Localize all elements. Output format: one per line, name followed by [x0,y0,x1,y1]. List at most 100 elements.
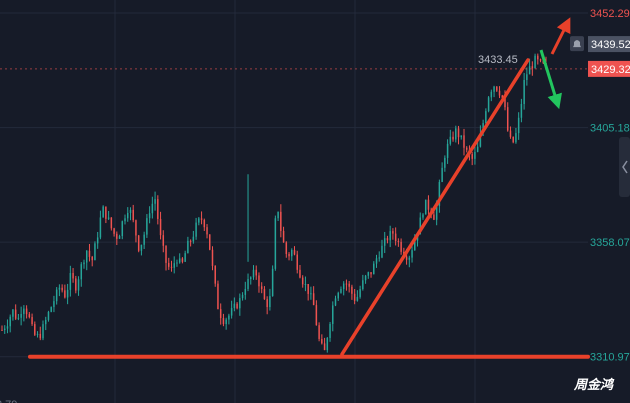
candle [187,236,189,254]
candles [1,53,547,353]
candle [465,146,468,153]
candle [312,286,315,306]
candle [332,301,334,332]
candle [452,131,454,142]
candle [392,228,394,240]
candle [230,300,233,319]
candle [181,257,184,264]
price-tick-label: 3358.07 [590,237,630,249]
candle [373,261,375,275]
candle [487,96,490,113]
candle [178,253,181,264]
candle [512,136,514,144]
candle [293,246,296,256]
bell-icon[interactable] [570,36,584,52]
candle [189,239,192,247]
candle [102,205,104,218]
candle [14,304,17,320]
candle [356,290,359,302]
candle [31,313,33,326]
candle [69,265,72,297]
candle [353,288,356,305]
candle [255,265,257,280]
candle [523,72,525,110]
candle [269,288,271,311]
trend-line[interactable] [340,58,530,356]
candle [485,108,487,126]
candle [151,196,154,219]
candle [260,282,263,294]
candle [88,243,91,262]
candle [124,214,126,225]
candle [1,325,3,331]
candle [381,239,383,259]
up-arrow[interactable] [550,17,571,55]
candle [498,86,501,99]
candle [44,316,47,331]
candle [411,244,413,263]
candle [3,325,6,334]
candle [515,127,517,144]
chevron-left-icon[interactable] [619,137,630,197]
candle [225,317,227,330]
candle [28,311,31,319]
candle [285,241,288,258]
candle [83,259,85,269]
candle [195,217,197,240]
candle [337,291,339,301]
price-tick-label: 3452.29 [590,8,630,20]
watermark-text: 周金鸿 [573,377,615,393]
candle [433,210,435,221]
candle [449,129,452,146]
candle [329,321,331,342]
candle [326,337,329,353]
candle [274,215,277,271]
candle [219,303,222,325]
candle [520,98,523,123]
candle [315,300,318,326]
candle [34,321,36,337]
candle [75,275,77,294]
candle [321,334,323,345]
price-axis: 3452.29 3405.18 3358.07 3310.97 3.79 3439.52 3… [0,8,630,403]
candle [493,85,495,98]
candle [42,320,44,341]
candle [148,206,151,224]
candle [55,287,58,305]
candle [233,297,236,312]
candle [72,268,74,283]
candle [80,262,83,287]
candle [340,286,342,294]
candle [299,264,301,279]
candle [135,219,137,243]
candle [12,309,14,321]
candle [378,251,380,262]
candle [517,112,520,140]
candle [318,322,320,342]
candle [394,227,397,246]
candle [146,214,148,238]
candle [64,284,66,299]
candle [53,295,55,313]
candle [99,210,102,240]
candle [400,238,402,255]
candle [118,234,121,239]
candle [370,272,372,278]
candle [282,226,285,243]
candle [176,259,178,267]
candle [301,275,304,288]
candle [107,210,110,220]
candle [244,281,247,300]
candle [36,331,39,338]
candle [113,227,115,237]
candle [397,238,400,247]
candle [239,293,241,316]
candle [198,216,200,226]
candle [271,265,274,297]
candle [206,224,208,239]
candle [236,302,238,310]
down-arrow[interactable] [539,49,562,110]
candle [61,284,63,293]
